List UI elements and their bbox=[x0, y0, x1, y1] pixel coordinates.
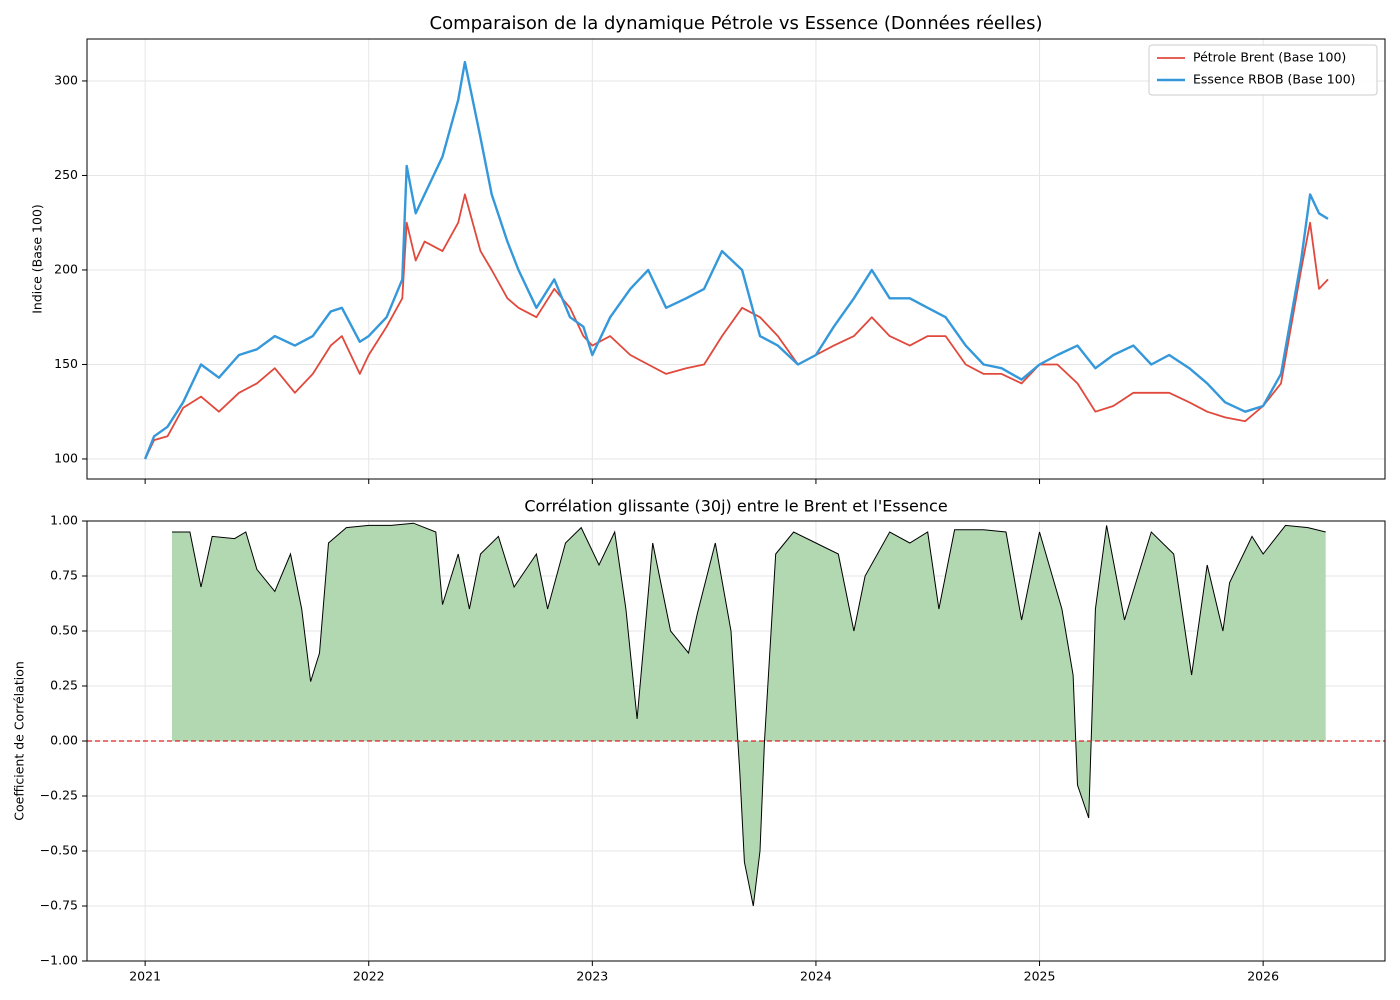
y-tick-label: −0.75 bbox=[40, 898, 78, 913]
y-tick-label: −0.25 bbox=[40, 788, 78, 803]
x-tick-label: 2024 bbox=[800, 969, 832, 984]
x-tick-label: 2021 bbox=[129, 969, 161, 984]
chart-title: Corrélation glissante (30j) entre le Bre… bbox=[524, 497, 947, 516]
line-series bbox=[143, 60, 1329, 460]
y-tick-label: 0.75 bbox=[50, 568, 78, 583]
y-tick-label: 200 bbox=[54, 261, 78, 276]
area-line bbox=[172, 522, 1326, 907]
chart-title: Comparaison de la dynamique Pétrole vs E… bbox=[430, 13, 1043, 34]
x-tick-label: 2022 bbox=[353, 969, 385, 984]
y-tick-label: 0.25 bbox=[50, 678, 78, 693]
axes-frame bbox=[86, 520, 1386, 962]
y-axis-label: Indice (Base 100) bbox=[30, 204, 45, 314]
legend-box bbox=[1148, 44, 1378, 96]
line-series bbox=[144, 193, 1329, 460]
x-tick-label: 2026 bbox=[1247, 969, 1279, 984]
y-tick-label: 0.50 bbox=[50, 623, 78, 638]
y-tick-label: −0.50 bbox=[40, 843, 78, 858]
y-tick-label: 150 bbox=[54, 356, 78, 371]
x-tick-label: 2023 bbox=[576, 969, 608, 984]
y-tick-label: 100 bbox=[54, 450, 78, 465]
axes-frame bbox=[86, 38, 1386, 480]
y-tick-label: 0.00 bbox=[50, 733, 78, 748]
legend-label: Pétrole Brent (Base 100) bbox=[1193, 50, 1346, 65]
y-tick-label: 300 bbox=[54, 72, 78, 87]
y-tick-label: −1.00 bbox=[40, 953, 78, 968]
area-fill bbox=[172, 523, 1326, 906]
y-tick-label: 250 bbox=[54, 167, 78, 182]
legend-label: Essence RBOB (Base 100) bbox=[1193, 72, 1356, 87]
y-tick-label: 1.00 bbox=[50, 513, 78, 528]
y-axis-label: Coefficient de Corrélation bbox=[12, 661, 27, 821]
x-tick-label: 2025 bbox=[1024, 969, 1056, 984]
